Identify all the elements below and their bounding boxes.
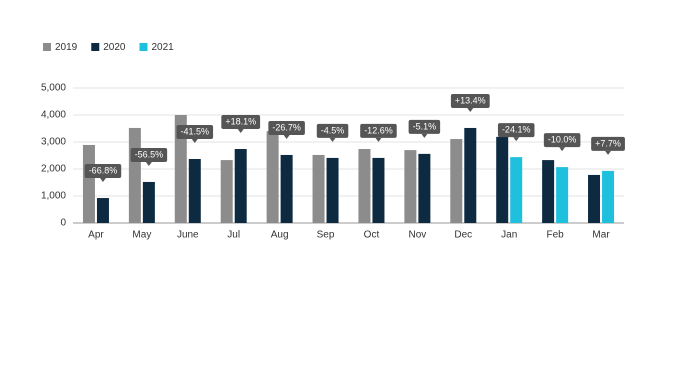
annotation: -41.5% [181, 126, 210, 136]
y-tick-label: 4,000 [41, 110, 66, 121]
x-tick-label: June [177, 230, 199, 241]
bar [542, 160, 555, 223]
legend-label: 2019 [55, 42, 78, 53]
annotation-pointer [237, 129, 244, 134]
annotation-pointer [191, 139, 198, 144]
annotation-pointer [375, 137, 382, 142]
annotation-pointer [467, 107, 474, 112]
x-tick-label: Aug [271, 230, 289, 241]
x-tick-label: Dec [454, 230, 472, 241]
bar [464, 127, 477, 223]
annotation-pointer [145, 161, 152, 166]
bar [510, 157, 523, 223]
y-tick-label: 1,000 [41, 191, 66, 202]
bar [496, 136, 509, 223]
annotation-pointer [99, 178, 106, 183]
x-tick-label: May [132, 230, 151, 241]
annotation-box [221, 115, 261, 130]
bar [188, 159, 201, 223]
annotation: -56.5% [135, 149, 164, 159]
annotation: -10.0% [548, 134, 577, 144]
bar [128, 127, 141, 223]
annotation-box [176, 125, 214, 140]
bar [234, 149, 247, 223]
y-tick-label: 3,000 [41, 137, 66, 148]
bar [404, 150, 417, 223]
annotation-pointer [605, 150, 612, 155]
x-tick-label: Sep [317, 230, 335, 241]
annotation-pointer [283, 134, 290, 139]
annotation: -12.6% [364, 125, 393, 135]
bar [142, 181, 155, 223]
annotation-box [497, 123, 535, 138]
annotation-box [543, 133, 581, 148]
annotation-pointer [329, 137, 336, 142]
annotation: -4.5% [321, 125, 345, 135]
annotation-box [408, 119, 441, 134]
annotation-box [450, 93, 490, 108]
x-tick-label: Feb [547, 230, 565, 241]
annotation-box [360, 123, 397, 138]
bar [418, 153, 431, 223]
x-tick-label: Apr [88, 230, 104, 241]
annotation: -24.1% [502, 124, 531, 134]
x-tick-label: Mar [592, 230, 610, 241]
legend-swatch [43, 43, 51, 51]
bar [326, 157, 339, 223]
y-tick-label: 5,000 [41, 83, 66, 94]
x-tick-label: Nov [408, 230, 426, 241]
bar [280, 154, 293, 223]
annotation-box [316, 123, 349, 138]
annotation-box [268, 120, 305, 135]
annotation: -5.1% [413, 121, 437, 131]
annotation: +13.4% [455, 95, 486, 105]
bar [358, 149, 371, 223]
annotation: -66.8% [89, 165, 118, 175]
bar [174, 115, 187, 223]
legend-label: 2021 [152, 42, 175, 53]
bar [556, 167, 569, 223]
x-tick-label: Oct [364, 230, 380, 241]
legend-label: 2020 [103, 42, 126, 53]
annotation: -26.7% [272, 122, 301, 132]
bar [372, 157, 385, 223]
annotation-pointer [421, 133, 428, 138]
annotation-pointer [513, 137, 520, 142]
bar [82, 144, 95, 223]
bar [602, 170, 615, 223]
x-tick-label: Jul [227, 230, 240, 241]
bar [220, 160, 233, 223]
bar [450, 139, 463, 223]
annotation: +18.1% [225, 116, 256, 126]
legend-swatch [139, 43, 148, 51]
annotation-box [130, 147, 168, 162]
bar [312, 154, 325, 223]
bar [96, 198, 109, 223]
y-tick-label: 0 [60, 218, 66, 229]
bar [588, 174, 601, 223]
x-tick-label: Jan [501, 230, 517, 241]
annotation: +7.7% [595, 138, 621, 148]
bar [266, 131, 279, 223]
annotation-box [591, 136, 625, 151]
annotation-box [84, 164, 122, 179]
annotation-pointer [559, 147, 566, 152]
legend-swatch [91, 43, 100, 51]
y-tick-label: 2,000 [41, 164, 66, 175]
